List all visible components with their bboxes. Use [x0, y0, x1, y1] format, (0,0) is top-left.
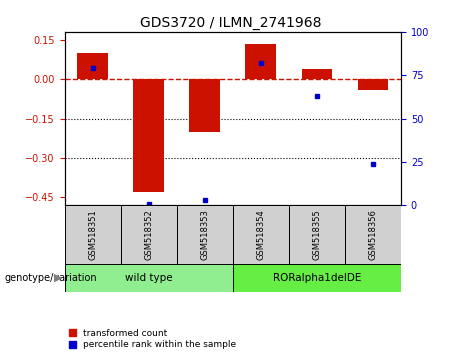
Text: ▶: ▶ — [54, 273, 62, 283]
Bar — [233, 205, 289, 264]
Bar — [189, 79, 220, 132]
Legend: transformed count, percentile rank within the sample: transformed count, percentile rank withi… — [69, 329, 236, 349]
Bar — [121, 205, 177, 264]
Text: GSM518354: GSM518354 — [256, 209, 266, 260]
Bar — [177, 205, 233, 264]
Bar — [233, 264, 401, 292]
Text: GSM518351: GSM518351 — [88, 209, 97, 260]
Text: genotype/variation: genotype/variation — [5, 273, 97, 283]
Bar — [245, 44, 276, 79]
Bar — [133, 79, 164, 192]
Text: wild type: wild type — [125, 273, 172, 283]
Bar — [289, 205, 345, 264]
Bar — [358, 79, 389, 90]
Text: GSM518353: GSM518353 — [200, 209, 209, 260]
Text: GSM518356: GSM518356 — [368, 209, 378, 260]
Text: RORalpha1delDE: RORalpha1delDE — [273, 273, 361, 283]
Bar — [65, 205, 121, 264]
Bar — [301, 69, 332, 79]
Text: GSM518355: GSM518355 — [313, 209, 321, 260]
Bar — [65, 264, 233, 292]
Bar — [345, 205, 401, 264]
Text: GSM518352: GSM518352 — [144, 209, 153, 260]
Text: GDS3720 / ILMN_2741968: GDS3720 / ILMN_2741968 — [140, 16, 321, 30]
Bar — [77, 53, 108, 79]
